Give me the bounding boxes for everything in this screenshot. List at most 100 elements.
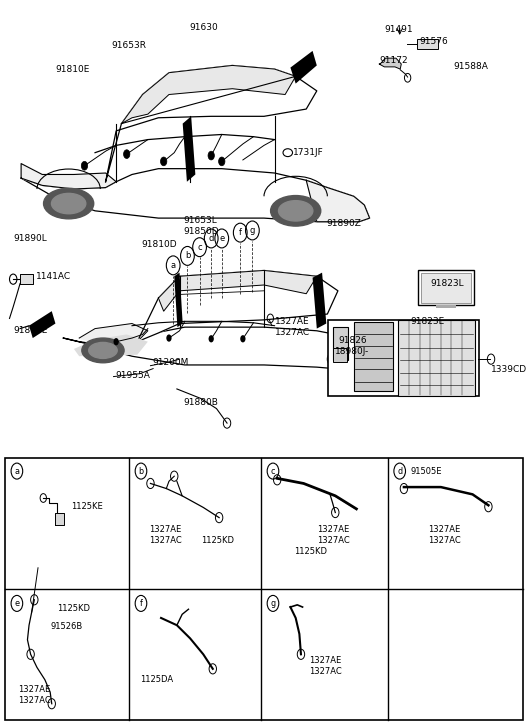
Text: 1327AE: 1327AE xyxy=(149,525,182,534)
Ellipse shape xyxy=(271,196,321,226)
Ellipse shape xyxy=(43,188,94,219)
Text: 1125KD: 1125KD xyxy=(201,536,234,545)
Text: 91200M: 91200M xyxy=(152,358,188,366)
Text: d: d xyxy=(397,467,402,475)
Text: e: e xyxy=(219,234,224,243)
Text: 1339CD: 1339CD xyxy=(491,365,527,374)
Polygon shape xyxy=(106,65,317,182)
Text: 91172: 91172 xyxy=(379,56,408,65)
Circle shape xyxy=(209,335,214,342)
Text: b: b xyxy=(185,252,190,260)
Text: 91588A: 91588A xyxy=(453,63,488,71)
Text: 91526B: 91526B xyxy=(50,622,82,631)
Text: 1327AE: 1327AE xyxy=(309,656,341,664)
Circle shape xyxy=(114,338,119,345)
Polygon shape xyxy=(21,164,116,189)
Text: 18980J-: 18980J- xyxy=(335,348,370,356)
Text: c: c xyxy=(271,467,275,475)
Text: 91810E: 91810E xyxy=(55,65,90,73)
Text: 1125DA: 1125DA xyxy=(140,675,173,684)
Ellipse shape xyxy=(89,342,117,358)
Polygon shape xyxy=(313,273,326,329)
Bar xyxy=(421,273,471,303)
Text: 91576: 91576 xyxy=(420,37,448,46)
Text: 1327AE: 1327AE xyxy=(317,525,349,534)
Text: 91826: 91826 xyxy=(338,337,366,345)
Text: 91810D: 91810D xyxy=(142,240,177,249)
Text: b: b xyxy=(138,467,144,475)
Ellipse shape xyxy=(327,348,364,370)
Text: c: c xyxy=(197,243,202,252)
Text: 1327AC: 1327AC xyxy=(275,328,310,337)
Circle shape xyxy=(81,161,88,170)
Ellipse shape xyxy=(333,352,359,366)
Text: 91823L: 91823L xyxy=(430,279,464,288)
Bar xyxy=(354,322,393,391)
Text: 91860E: 91860E xyxy=(13,326,48,335)
Text: a: a xyxy=(14,467,20,475)
Text: 1327AE: 1327AE xyxy=(275,317,309,326)
Polygon shape xyxy=(290,51,317,84)
Circle shape xyxy=(208,151,214,160)
Text: 1327AC: 1327AC xyxy=(149,536,182,545)
Polygon shape xyxy=(79,324,148,345)
Polygon shape xyxy=(20,274,33,284)
Text: 1327AE: 1327AE xyxy=(18,685,51,694)
Text: 91505E: 91505E xyxy=(410,467,442,475)
Bar xyxy=(328,320,479,396)
Polygon shape xyxy=(158,270,317,311)
Text: 91890L: 91890L xyxy=(13,234,47,243)
Text: 1327AE: 1327AE xyxy=(428,525,460,534)
Polygon shape xyxy=(74,334,148,356)
Ellipse shape xyxy=(279,201,313,221)
Text: e: e xyxy=(14,599,20,608)
Text: 1327AC: 1327AC xyxy=(309,667,342,675)
Polygon shape xyxy=(174,273,183,327)
Bar xyxy=(5,458,523,720)
Polygon shape xyxy=(379,58,401,69)
Circle shape xyxy=(219,157,225,166)
Text: a: a xyxy=(171,261,176,270)
Text: d: d xyxy=(209,234,214,243)
Text: 91880B: 91880B xyxy=(184,398,219,407)
Text: 91850D: 91850D xyxy=(184,227,219,236)
Circle shape xyxy=(124,150,130,158)
Circle shape xyxy=(240,335,246,342)
Text: 1141AC: 1141AC xyxy=(36,273,71,281)
Text: 1731JF: 1731JF xyxy=(293,148,324,157)
Ellipse shape xyxy=(52,193,86,214)
Text: g: g xyxy=(270,599,276,608)
Text: f: f xyxy=(139,599,143,608)
Text: 1125KD: 1125KD xyxy=(57,604,90,613)
Polygon shape xyxy=(29,311,55,338)
Text: 91823E: 91823E xyxy=(411,317,445,326)
Bar xyxy=(398,320,475,396)
Text: 91653R: 91653R xyxy=(112,41,147,49)
Bar xyxy=(418,270,474,305)
Polygon shape xyxy=(436,305,456,308)
Text: 1327AC: 1327AC xyxy=(18,696,51,704)
Text: g: g xyxy=(250,226,255,235)
Ellipse shape xyxy=(82,338,124,363)
Text: 1125KD: 1125KD xyxy=(294,547,327,555)
Polygon shape xyxy=(55,513,64,525)
Polygon shape xyxy=(121,65,296,124)
Polygon shape xyxy=(21,169,370,222)
Text: 91890Z: 91890Z xyxy=(326,220,361,228)
Bar xyxy=(333,327,348,360)
Polygon shape xyxy=(63,327,391,371)
Text: 91955A: 91955A xyxy=(115,371,150,379)
Polygon shape xyxy=(306,180,370,222)
Polygon shape xyxy=(183,116,195,182)
Text: f: f xyxy=(239,228,242,237)
Circle shape xyxy=(166,334,172,342)
Text: 1327AC: 1327AC xyxy=(428,536,460,545)
Polygon shape xyxy=(137,270,338,342)
Text: 1327AC: 1327AC xyxy=(317,536,350,545)
Circle shape xyxy=(161,157,167,166)
Text: 91653L: 91653L xyxy=(184,216,218,225)
Text: 91491: 91491 xyxy=(384,25,413,33)
Bar xyxy=(417,39,438,49)
Text: 91630: 91630 xyxy=(189,23,218,32)
Text: 1125KE: 1125KE xyxy=(71,502,103,511)
